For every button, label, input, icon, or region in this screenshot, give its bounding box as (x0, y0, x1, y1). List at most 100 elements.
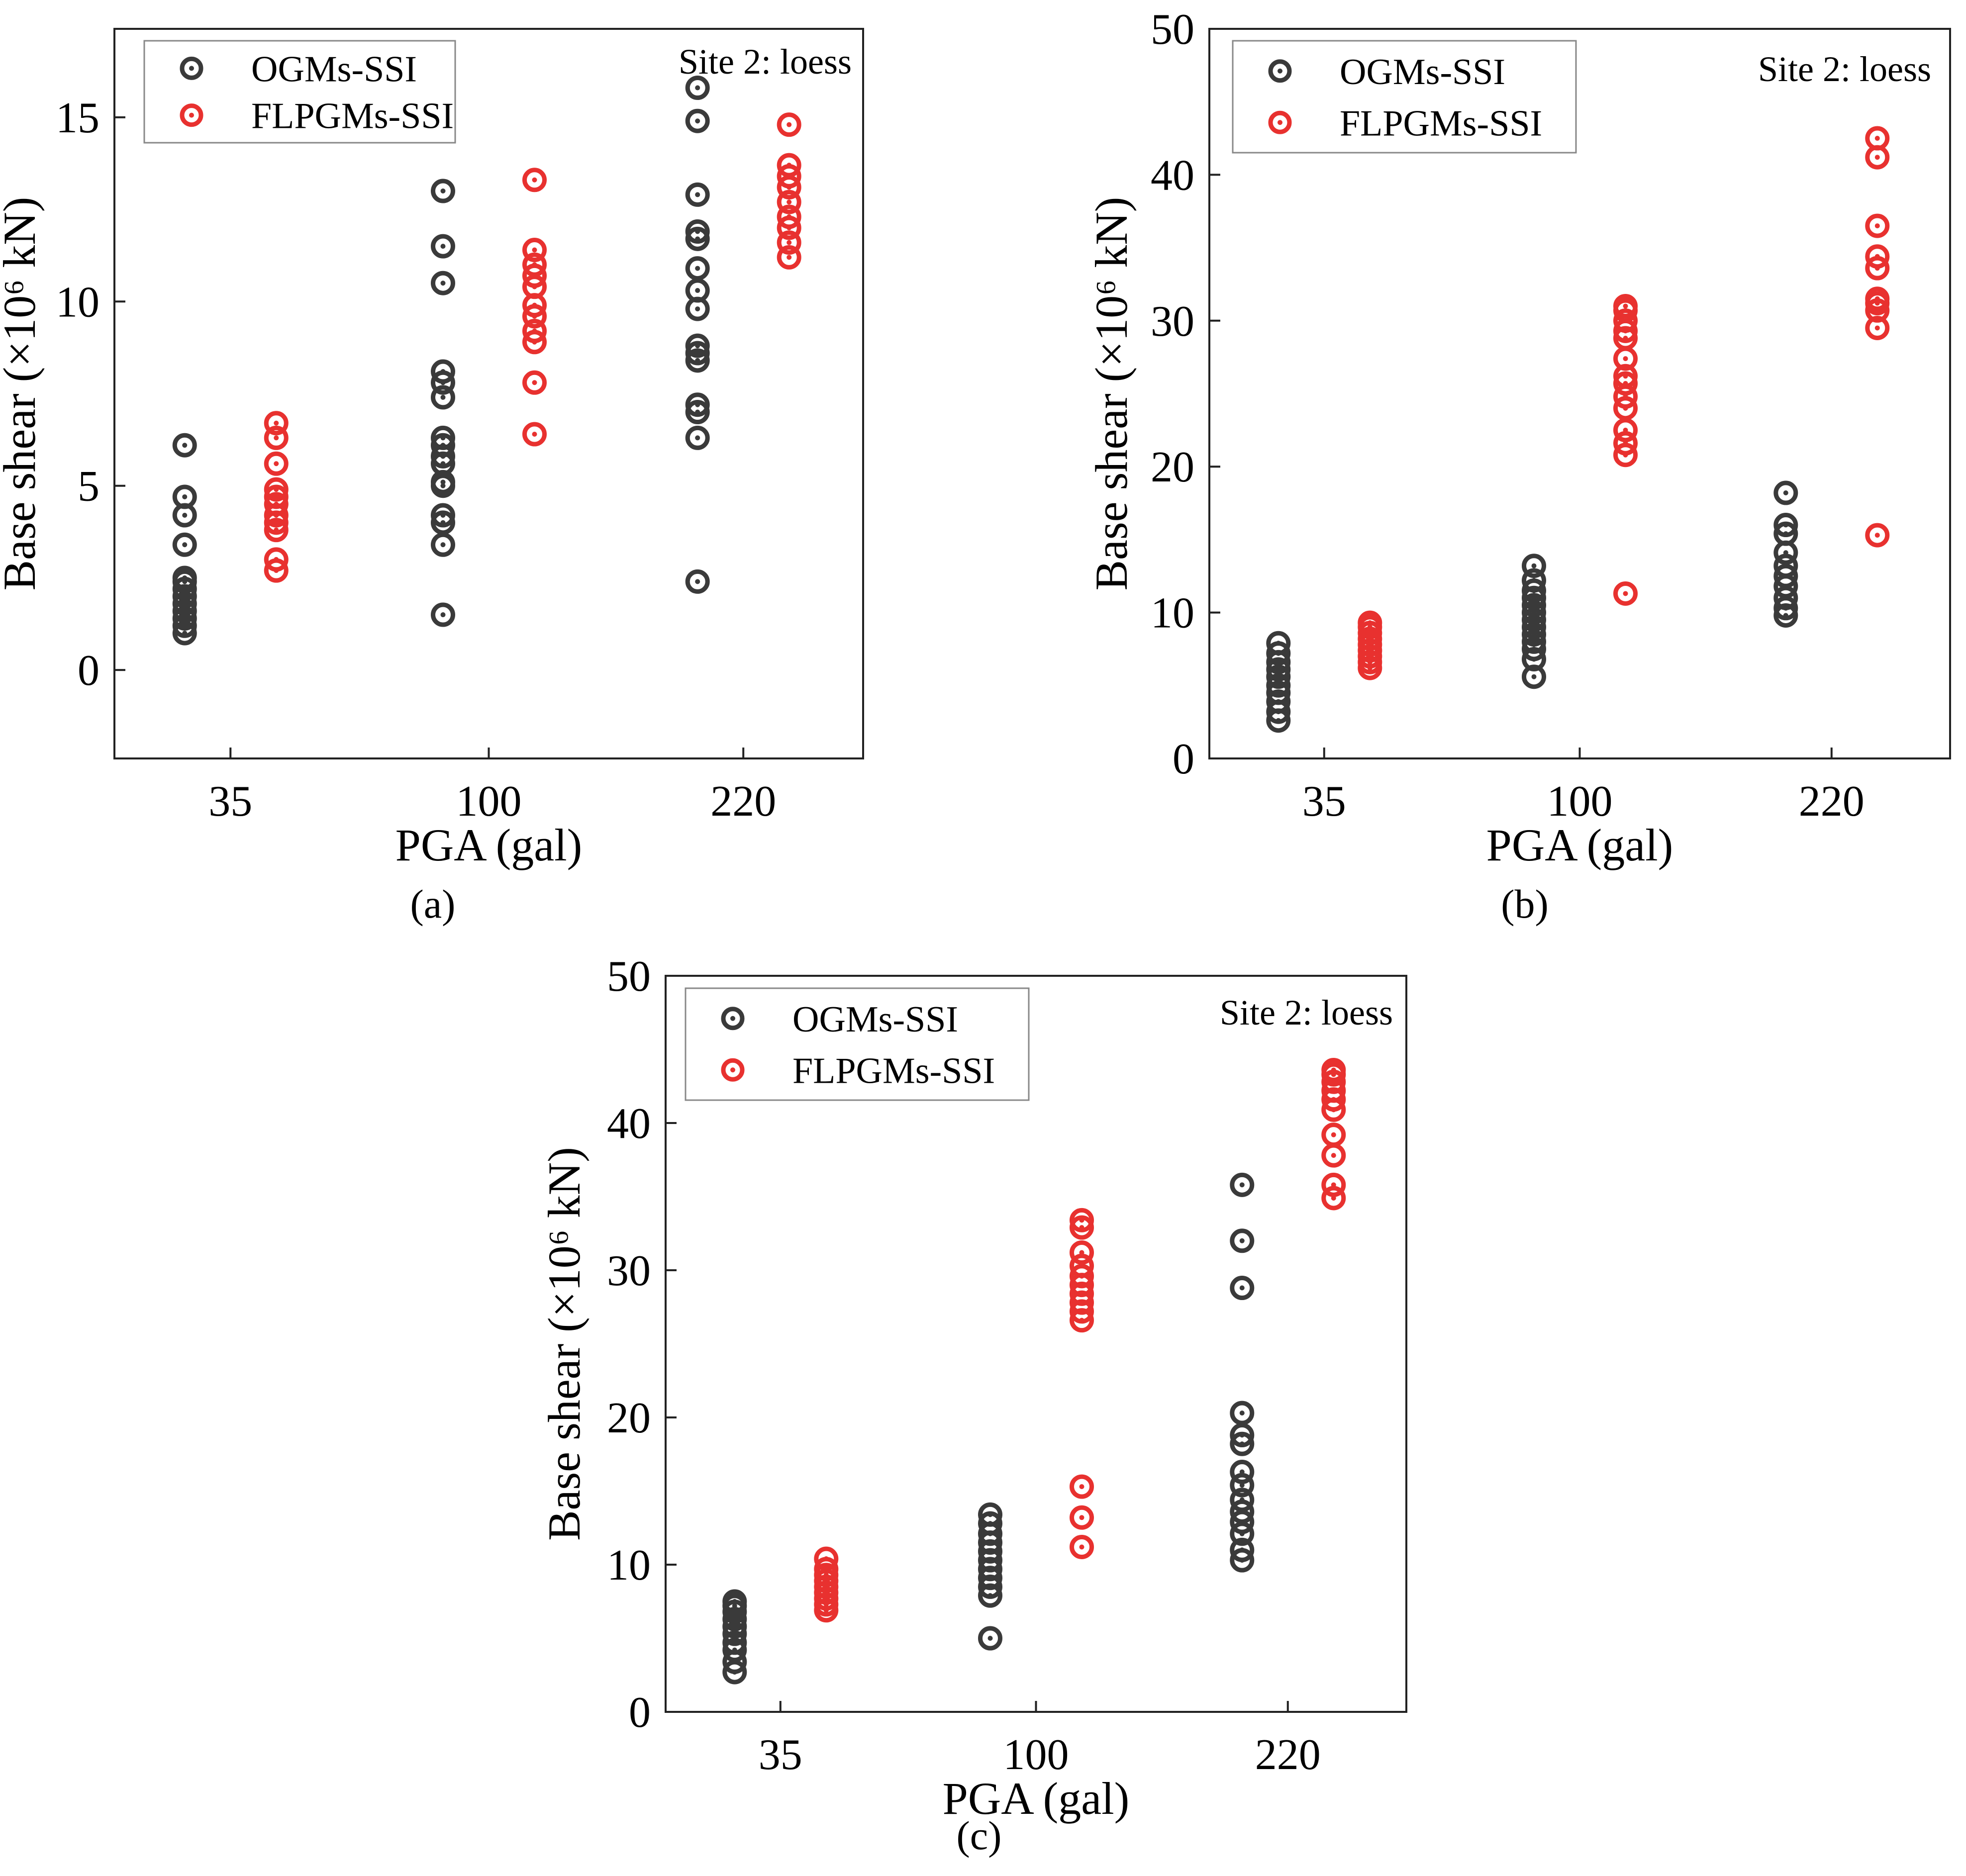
data-point (1613, 431, 1638, 456)
data-point-center (440, 244, 446, 249)
data-point (431, 179, 455, 203)
data-point (264, 425, 289, 450)
data-point (264, 451, 289, 476)
chart-panel-a: 0 5 10 15 35 100 220 PGA (gal) Base shear (×10⁶ … (0, 28, 864, 927)
data-point-center (1874, 254, 1880, 259)
data-point-center (532, 380, 537, 385)
data-point (1522, 593, 1546, 618)
data-point-center (182, 494, 188, 499)
legend-marker-center (730, 1067, 735, 1073)
legend-marker (721, 1007, 745, 1031)
y-tick-label: 50 (607, 952, 651, 1001)
data-point-center (1874, 136, 1880, 141)
y-tick-label: 30 (1151, 297, 1194, 346)
data-point-center (1874, 223, 1880, 229)
data-point (1773, 480, 1798, 505)
legend-label: OGMs-SSI (792, 999, 958, 1040)
y-tick-label: 20 (1151, 443, 1194, 491)
data-point (1522, 568, 1546, 593)
data-point-center (440, 513, 446, 518)
data-point-center (532, 177, 537, 183)
data-point (777, 230, 801, 255)
data-point-center (1239, 1182, 1245, 1188)
legend-marker-center (189, 66, 194, 71)
y-tick-label: 15 (56, 94, 99, 142)
data-point (1865, 315, 1890, 340)
x-tick-label: 100 (1003, 1731, 1069, 1779)
data-point (1865, 523, 1890, 548)
data-point-center (732, 1599, 737, 1604)
data-point (264, 492, 289, 517)
data-point (1230, 1401, 1255, 1425)
data-point-center (1367, 624, 1373, 630)
data-point (431, 510, 455, 535)
data-point (685, 392, 710, 417)
data-point (431, 433, 455, 458)
data-point-center (274, 435, 279, 441)
data-point (522, 252, 547, 277)
data-point (172, 565, 197, 590)
data-point (1613, 581, 1638, 606)
data-point-center (695, 288, 700, 293)
x-tick-label: 220 (710, 777, 776, 826)
data-point (777, 153, 801, 178)
x-tick-label: 35 (208, 777, 252, 826)
y-axis-title: Base shear (×10⁶ kN) (539, 1147, 590, 1541)
data-point-center (1783, 490, 1788, 496)
series-FLPGMs-SSI (264, 112, 801, 583)
data-point-center (440, 394, 446, 400)
data-point-center (695, 343, 700, 349)
data-point (264, 477, 289, 502)
data-point-center (987, 1512, 993, 1517)
data-point-center (532, 302, 537, 308)
data-point-center (1623, 303, 1628, 309)
data-point-center (1331, 1132, 1336, 1137)
data-point-center (786, 214, 792, 219)
data-point-center (1079, 1515, 1084, 1520)
y-axis-title: Base shear (×10⁶ kN) (1086, 197, 1137, 591)
legend-label: FLPGMs-SSI (792, 1050, 995, 1091)
data-point-center (1239, 1497, 1245, 1502)
data-point (685, 400, 710, 425)
legend-marker (1268, 110, 1292, 134)
data-point-center (695, 192, 700, 197)
data-point (1230, 1460, 1255, 1485)
panel-caption: (c) (956, 1813, 1001, 1858)
data-point-center (1874, 155, 1880, 160)
data-point (1613, 364, 1638, 388)
y-tick-label: 30 (607, 1247, 651, 1295)
data-point-center (1623, 308, 1628, 313)
chart-panel-b: 0 10 20 30 40 50 35 100 220 PGA (gal) Base shear (… (1086, 5, 1951, 927)
data-point (522, 319, 547, 344)
data-point-center (1783, 550, 1788, 556)
x-tick-label: 35 (1302, 777, 1346, 826)
data-point-center (1783, 522, 1788, 528)
data-point (1230, 1473, 1255, 1498)
data-point-center (732, 1603, 737, 1608)
data-point (685, 348, 710, 373)
legend-marker-center (189, 112, 194, 118)
data-point-center (695, 266, 700, 271)
data-point (722, 1589, 747, 1614)
data-point (685, 569, 710, 594)
legend-marker (721, 1058, 745, 1082)
data-point-center (786, 163, 792, 168)
data-point-center (987, 1636, 993, 1641)
legend-label: OGMs-SSI (1340, 52, 1505, 93)
data-point (1070, 1474, 1094, 1499)
data-point (264, 411, 289, 436)
data-point-center (182, 443, 188, 448)
y-tick-label: 10 (607, 1541, 651, 1590)
x-tick-label: 100 (1547, 777, 1613, 826)
data-point (522, 238, 547, 263)
data-point (1230, 1276, 1255, 1301)
data-point (431, 234, 455, 259)
legend: OGMs-SSI FLPGMs-SSI (685, 987, 1030, 1101)
data-point-center (274, 487, 279, 492)
data-point-center (1079, 1218, 1084, 1223)
data-point-center (1623, 374, 1628, 379)
data-point-center (786, 240, 792, 245)
data-point-center (1331, 1182, 1336, 1188)
data-point (431, 359, 455, 384)
